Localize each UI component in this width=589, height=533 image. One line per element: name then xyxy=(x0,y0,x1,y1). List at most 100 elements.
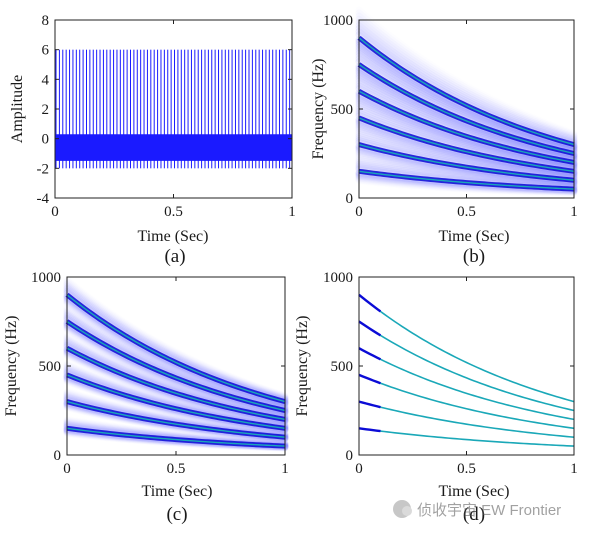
ridge-line xyxy=(358,294,575,403)
ridge-spread xyxy=(355,67,578,160)
frequency-ridges xyxy=(63,282,289,451)
y-tick-label: 1000 xyxy=(323,13,353,29)
harmonic-ridge xyxy=(355,102,578,178)
panel-label: (a) xyxy=(164,246,185,267)
y-tick-label: -4 xyxy=(37,191,50,207)
harmonic-ridge xyxy=(355,130,578,187)
panel-label: (d) xyxy=(463,504,485,525)
ridge-spread xyxy=(355,130,578,180)
x-axis-label: Time (Sec) xyxy=(138,228,209,245)
ridge-spread xyxy=(63,339,289,421)
y-axis-label: Frequency (Hz) xyxy=(3,316,20,417)
ridge-spread xyxy=(355,93,578,169)
signal-band xyxy=(54,134,293,161)
x-tick-label: 0 xyxy=(355,461,363,477)
y-axis-label: Frequency (Hz) xyxy=(294,316,311,417)
panel-label: (c) xyxy=(166,504,187,525)
ridge-spread xyxy=(355,132,578,181)
harmonic-ridge xyxy=(355,46,578,161)
y-tick-label: 2 xyxy=(42,102,50,118)
ridge-start xyxy=(358,293,382,313)
y-tick-label: 4 xyxy=(42,72,50,88)
ridge-spread xyxy=(355,162,578,191)
ridge-spread xyxy=(355,28,578,146)
harmonic-ridge xyxy=(63,282,289,408)
harmonic-ridge xyxy=(358,347,575,421)
panel-label: (b) xyxy=(463,246,485,267)
x-tick-label: 1 xyxy=(570,204,578,220)
y-tick-label: 0 xyxy=(54,448,62,464)
ridge-spread xyxy=(355,173,578,195)
harmonic-ridge xyxy=(358,427,575,447)
ridge-spread xyxy=(355,82,578,164)
x-tick-label: 0.5 xyxy=(457,461,476,477)
ridge-spread xyxy=(63,365,289,430)
ridge-spread xyxy=(355,74,578,161)
ridge-spread xyxy=(355,46,578,152)
axes-frame xyxy=(358,276,575,456)
x-tick-label: 0 xyxy=(63,461,71,477)
ridge-spread xyxy=(355,121,578,178)
ridge-spread xyxy=(355,18,578,142)
ridge-spread xyxy=(355,21,578,144)
ridge-spread xyxy=(63,284,289,403)
y-tick-label: 0 xyxy=(346,191,354,207)
ridge-start xyxy=(358,400,381,409)
frequency-ridges xyxy=(355,18,578,195)
y-axis-label: Frequency (Hz) xyxy=(310,59,327,160)
ridge-spread xyxy=(355,52,578,154)
x-tick-label: 0.5 xyxy=(167,461,186,477)
y-tick-label: 0 xyxy=(346,448,354,464)
x-tick-label: 0.5 xyxy=(457,204,476,220)
x-axis-label: Time (Sec) xyxy=(439,228,510,245)
harmonic-ridge xyxy=(63,365,289,434)
ridge-spread xyxy=(355,95,578,169)
ridge-spread xyxy=(355,119,578,178)
ridge-spread xyxy=(63,392,289,439)
ridge-spread xyxy=(63,337,289,421)
ridge-spread xyxy=(355,107,578,173)
y-tick-label: 6 xyxy=(42,43,50,59)
y-tick-label: -2 xyxy=(37,161,50,177)
ridge-line xyxy=(66,400,286,438)
harmonic-ridge xyxy=(63,310,289,416)
harmonic-ridge xyxy=(355,158,578,195)
ridge-spread xyxy=(63,310,289,411)
axes-ticks: 0 0.5 1 0 500 1000 xyxy=(323,270,578,477)
ridge-line xyxy=(358,37,575,146)
harmonic-ridge xyxy=(355,74,578,169)
ridge-line xyxy=(66,427,286,447)
ridge-line xyxy=(358,143,575,181)
x-axis-label: Time (Sec) xyxy=(142,483,213,500)
ridge-spread xyxy=(63,282,289,402)
ridge-line xyxy=(358,117,575,172)
frequency-ridges xyxy=(358,293,575,447)
ridge-line xyxy=(358,400,575,438)
ridge-line xyxy=(358,347,575,421)
ridge-line xyxy=(66,320,286,412)
watermark-text: 侦收宇宙 EW Frontier xyxy=(417,501,562,519)
ridge-start xyxy=(358,320,382,337)
harmonic-ridge xyxy=(355,18,578,152)
ridge-spread xyxy=(63,311,289,412)
ridge-start xyxy=(358,427,381,433)
ridge-spread xyxy=(355,158,578,190)
axes-ticks: 0 0.5 1 0 500 1000 xyxy=(31,270,289,477)
harmonic-ridge xyxy=(358,400,575,438)
ridge-spread xyxy=(355,134,578,182)
harmonic-ridge xyxy=(358,293,575,403)
y-tick-label: 500 xyxy=(331,102,354,118)
ridge-line xyxy=(358,374,575,430)
watermark: 侦收宇宙 EW Frontier xyxy=(393,496,583,522)
axes-ticks: 0 0.5 1 0 500 1000 xyxy=(323,13,578,220)
x-tick-label: 0 xyxy=(355,204,363,220)
ridge-spread xyxy=(63,366,289,430)
harmonic-ridge xyxy=(358,373,575,430)
y-axis-label: Amplitude xyxy=(9,75,26,143)
ridge-spread xyxy=(355,77,578,162)
harmonic-ridge xyxy=(63,392,289,443)
ridge-spread xyxy=(355,41,578,152)
